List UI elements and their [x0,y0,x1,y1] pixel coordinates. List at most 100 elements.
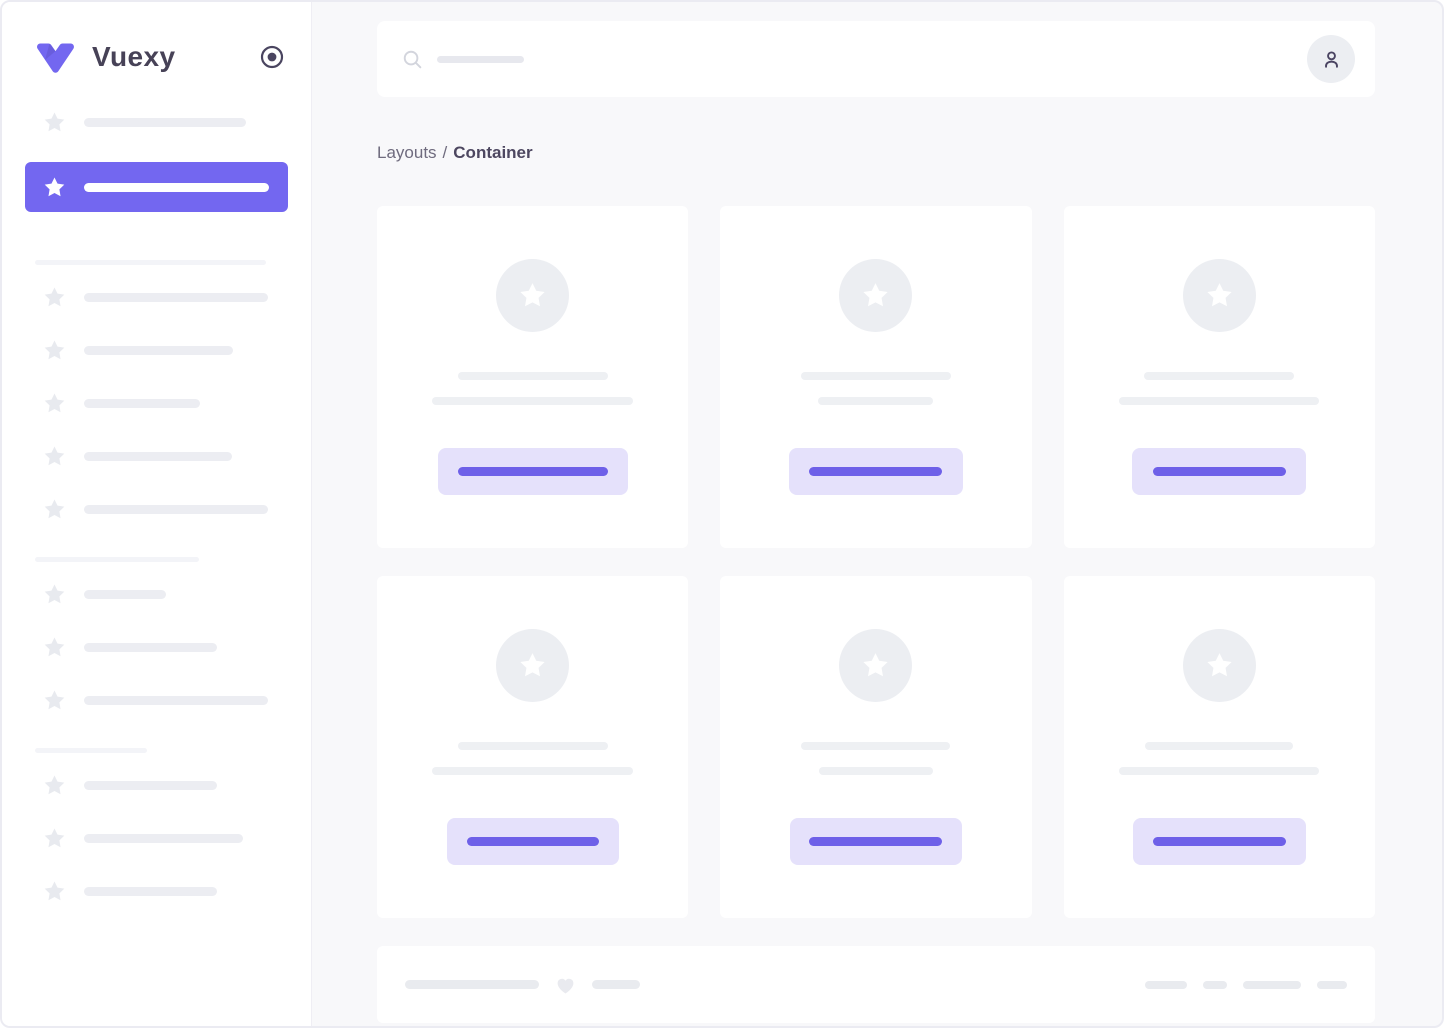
sidebar-item[interactable] [42,772,311,799]
card-subtitle-bar [1119,397,1320,405]
star-icon [44,881,65,901]
card-star-avatar [1182,259,1256,332]
card-subtitle-bar [1119,767,1320,775]
placeholder-card [377,576,689,918]
star-icon [520,283,545,307]
card-star-avatar [1182,629,1256,702]
card-title-bar [457,742,608,750]
sidebar-item[interactable] [42,581,311,608]
sidebar-item[interactable] [42,496,311,523]
star-icon [44,112,65,132]
sidebar-item-label-bar [84,182,269,192]
sidebar-item[interactable] [42,687,311,714]
star-icon [44,775,65,795]
star-icon [863,653,889,677]
star-icon [1207,653,1232,677]
sidebar-item-label-bar [84,643,217,652]
card-star-avatar [839,629,913,702]
card-star-avatar [496,259,570,332]
sidebar-item-label-bar [84,696,268,705]
card-action-button[interactable] [788,448,963,495]
sidebar-item-label-bar [84,590,166,599]
button-label-bar [466,837,599,846]
sidebar-item[interactable] [42,634,311,661]
page-title: Container [453,143,533,162]
star-icon [44,584,65,604]
search-placeholder-bar [437,55,524,63]
footer-link-bar [1243,980,1301,989]
sidebar-item-label-bar [84,834,243,843]
star-icon [44,340,65,360]
breadcrumb-separator: / [442,143,448,162]
search-bar[interactable] [377,21,1375,97]
sidebar-item-label-bar [84,118,246,127]
card-title-bar [1144,372,1295,380]
card-subtitle-bar [818,397,934,405]
button-label-bar [457,467,608,476]
user-icon [1324,50,1338,68]
vuexy-v-logo-icon [37,43,74,73]
sidebar-item-label-bar [84,505,268,514]
star-icon [44,828,65,848]
card-action-button[interactable] [446,818,619,865]
sidebar-item[interactable] [42,337,311,364]
sidebar-item[interactable] [42,825,311,852]
star-icon [44,637,65,657]
sidebar-item-label-bar [84,293,268,302]
sidebar-item[interactable] [42,109,311,136]
sidebar: Vuexy [2,2,312,1026]
brand-name: Vuexy [92,41,176,72]
card-action-button[interactable] [1132,448,1307,495]
radio-dot-icon[interactable] [260,45,284,69]
sidebar-item[interactable] [42,878,311,905]
sidebar-section-divider [35,557,199,562]
footer-text-bar [592,980,640,989]
star-icon [1207,283,1232,307]
star-icon [863,283,889,307]
breadcrumb-parent[interactable]: Layouts [377,143,437,162]
placeholder-card [377,206,689,548]
sidebar-item-active[interactable] [25,162,288,212]
placeholder-card [720,576,1032,918]
card-title-bar [801,742,951,750]
sidebar-item[interactable] [42,390,311,417]
placeholder-card [1063,576,1375,918]
card-star-avatar [496,629,570,702]
sidebar-item[interactable] [42,284,311,311]
star-icon [520,653,545,677]
card-action-button[interactable] [437,448,628,495]
card-title-bar [457,372,608,380]
sidebar-item-label-bar [84,399,200,408]
star-icon [44,499,65,519]
main-content: Layouts / Container [312,2,1442,1026]
star-icon [44,446,65,466]
sidebar-item-label-bar [84,887,217,896]
sidebar-section-divider [35,260,266,265]
card-grid [377,206,1375,918]
footer-link-bar [1203,980,1227,989]
sidebar-item-label-bar [84,781,217,790]
star-icon [44,177,65,196]
footer-links [1145,980,1347,989]
footer-link-bar [1145,980,1187,989]
user-avatar[interactable] [1307,35,1355,83]
button-label-bar [809,837,943,846]
card-subtitle-bar [432,767,634,775]
star-icon [44,690,65,710]
sidebar-item[interactable] [42,443,311,470]
sidebar-item-label-bar [84,452,232,461]
heart-icon [554,974,577,996]
card-action-button[interactable] [789,818,962,865]
search-icon [403,50,422,68]
card-title-bar [1145,742,1294,750]
star-icon [44,287,65,307]
card-action-button[interactable] [1132,818,1306,865]
footer-text-bar [405,980,539,989]
button-label-bar [1152,467,1286,476]
star-icon [44,393,65,413]
sidebar-item-label-bar [84,346,233,355]
sidebar-header: Vuexy [35,38,284,76]
card-subtitle-bar [818,767,933,775]
placeholder-card [720,206,1032,548]
